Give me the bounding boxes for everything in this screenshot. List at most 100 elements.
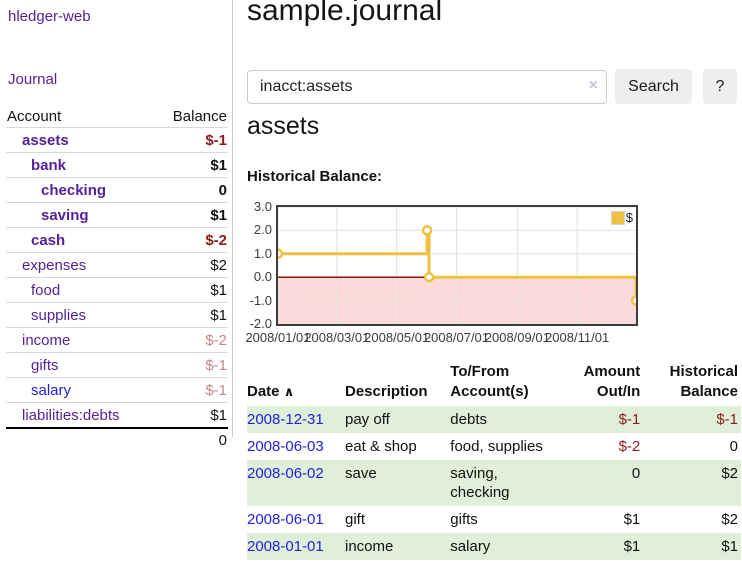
account-row-bank[interactable]: bank $1	[6, 153, 228, 178]
register-table: Date ∧ Description To/From Account(s) Am…	[247, 360, 741, 560]
account-row-cash[interactable]: cash $-2	[6, 228, 228, 253]
account-link[interactable]: bank	[31, 156, 67, 174]
account-row-saving[interactable]: saving $1	[6, 203, 228, 228]
account-link[interactable]: saving	[41, 206, 89, 224]
account-row-checking[interactable]: checking 0	[6, 178, 228, 203]
account-balance: $-2	[205, 331, 227, 349]
transaction-date-link[interactable]: 2008-01-01	[247, 538, 324, 555]
legend-swatch-icon	[610, 210, 625, 225]
column-header-accounts[interactable]: To/From Account(s)	[450, 360, 567, 406]
y-axis-tick-label: 3.0	[253, 199, 272, 214]
transaction-amount: $1	[623, 538, 641, 555]
account-link[interactable]: salary	[31, 381, 72, 399]
account-link[interactable]: checking	[41, 181, 107, 199]
chart-canvas	[278, 207, 636, 324]
search-button[interactable]: Search	[615, 69, 692, 104]
account-link[interactable]: food	[31, 281, 61, 299]
column-label: To/From	[450, 363, 510, 380]
register-header-row: Date ∧ Description To/From Account(s) Am…	[247, 360, 741, 406]
register-row: 2008-12-31 pay off debts $-1 $-1	[247, 406, 741, 433]
y-axis-tick-label: -1.0	[249, 292, 272, 308]
account-row-income[interactable]: income $-2	[6, 328, 228, 353]
column-header-date[interactable]: Date ∧	[247, 360, 345, 406]
account-link[interactable]: supplies	[31, 306, 87, 324]
column-label: Account(s)	[450, 383, 529, 400]
register-row: 2008-06-02 save saving, checking 0 $2	[247, 460, 741, 506]
column-header-amount[interactable]: Amount Out/In	[568, 360, 645, 406]
transaction-balance: $2	[721, 465, 738, 482]
account-balance: 0	[218, 181, 227, 199]
transaction-date-link[interactable]: 2008-12-31	[247, 411, 324, 428]
legend-label: $	[625, 210, 633, 225]
register-row: 2008-06-01 gift gifts $1 $2	[247, 506, 741, 533]
account-row-salary[interactable]: salary $-1	[6, 378, 228, 403]
column-label: Description	[345, 383, 428, 400]
search-box: ×	[247, 69, 607, 104]
account-link[interactable]: liabilities:debts	[22, 406, 120, 424]
account-link[interactable]: income	[22, 331, 71, 349]
account-tree: Account Balance assets $-1 bank $1 check…	[6, 104, 228, 451]
account-row-assets[interactable]: assets $-1	[6, 128, 228, 153]
account-link[interactable]: gifts	[31, 356, 59, 374]
chart-plot: $	[276, 205, 638, 326]
transaction-accounts: debts	[450, 411, 487, 428]
transaction-description: save	[345, 465, 377, 482]
transaction-accounts: salary	[450, 538, 491, 555]
sidebar-item-journal[interactable]: Journal	[8, 71, 58, 88]
chart-legend: $	[610, 210, 633, 225]
account-balance: $-1	[205, 131, 227, 149]
transaction-date-link[interactable]: 2008-06-01	[247, 511, 324, 528]
account-balance: $1	[210, 281, 227, 299]
transaction-description: pay off	[345, 411, 390, 428]
column-label: Amount	[583, 363, 641, 380]
account-balance: $1	[210, 156, 227, 174]
y-axis-tick-label: 2.0	[253, 222, 272, 238]
y-axis-tick-label: 0.0	[253, 269, 272, 285]
transaction-description: gift	[345, 511, 366, 528]
transaction-balance: $2	[721, 511, 738, 528]
help-button[interactable]: ?	[703, 69, 737, 104]
balance-column-label: Balance	[172, 108, 227, 125]
account-row-gifts[interactable]: gifts $-1	[6, 353, 228, 378]
account-balance: $-1	[205, 381, 227, 399]
brand-link[interactable]: hledger-web	[8, 8, 91, 25]
column-label: Date	[247, 383, 280, 400]
x-axis-tick-label: 2008/03/01	[304, 330, 370, 345]
account-row-food[interactable]: food $1	[6, 278, 228, 303]
account-link[interactable]: cash	[31, 231, 66, 249]
account-link[interactable]: expenses	[22, 256, 87, 274]
account-row-expenses[interactable]: expenses $2	[6, 253, 228, 278]
account-link[interactable]: assets	[22, 131, 69, 149]
column-label: Historical	[669, 363, 738, 380]
account-balance: $1	[210, 306, 227, 324]
register-row: 2008-01-01 income salary $1 $1	[247, 533, 741, 560]
account-balance: $2	[210, 256, 227, 274]
account-page-title: assets	[247, 112, 320, 140]
transaction-accounts: food, supplies	[450, 438, 543, 455]
transaction-date-link[interactable]: 2008-06-03	[247, 438, 324, 455]
x-axis-tick-label: 2008/11/01	[545, 330, 610, 345]
search-input[interactable]	[247, 69, 607, 104]
account-tree-header: Account Balance	[6, 104, 228, 128]
transaction-accounts: saving, checking	[450, 465, 510, 501]
register-row: 2008-06-03 eat & shop food, supplies $-2…	[247, 433, 741, 460]
transaction-description: income	[345, 538, 394, 555]
sidebar: hledger-web Journal Account Balance asse…	[0, 0, 233, 449]
page-title: sample.journal	[247, 0, 443, 27]
transaction-balance: $1	[721, 538, 738, 555]
column-label: Balance	[680, 383, 738, 400]
transaction-description: eat & shop	[345, 438, 417, 455]
clear-search-icon[interactable]: ×	[588, 76, 598, 94]
column-header-balance[interactable]: Historical Balance	[644, 360, 741, 406]
transaction-amount: $-2	[618, 438, 641, 455]
search-form: × Search ?	[247, 69, 742, 104]
account-tree-total: 0	[6, 427, 228, 451]
transaction-date-link[interactable]: 2008-06-02	[247, 465, 324, 482]
x-axis-tick-label: 2008/09/01	[484, 330, 550, 345]
y-axis-tick-label: 1.0	[253, 245, 272, 261]
account-row-liabilities-debts[interactable]: liabilities:debts $1	[6, 403, 228, 427]
transaction-amount: 0	[631, 465, 641, 482]
account-row-supplies[interactable]: supplies $1	[6, 303, 228, 328]
column-header-description[interactable]: Description	[345, 360, 450, 406]
account-column-label: Account	[7, 108, 62, 125]
